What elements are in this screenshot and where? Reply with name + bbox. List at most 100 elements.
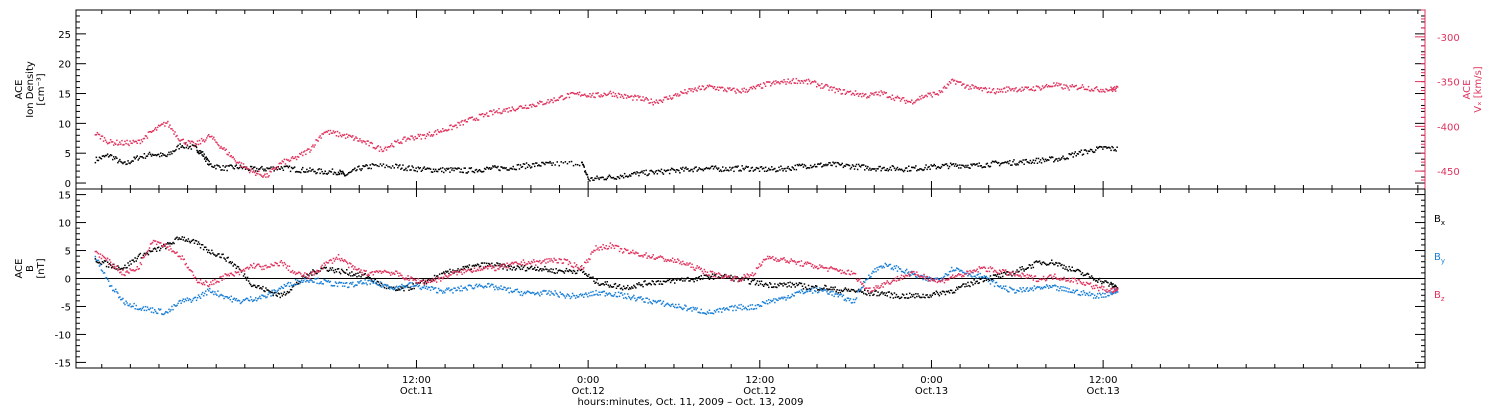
bx-point (331, 269, 333, 271)
vx-point (696, 90, 698, 92)
by-point (877, 269, 879, 271)
vx-point (1064, 88, 1066, 90)
bz-point (401, 275, 403, 277)
density-point (1036, 158, 1038, 160)
b-field-axis-tick-label: -15 (55, 358, 71, 369)
bz-point (408, 280, 410, 282)
by-point (134, 308, 136, 310)
bz-point (262, 266, 264, 268)
bz-point (398, 275, 400, 277)
density-axis-label-line: ACE (14, 80, 25, 100)
bx-point (996, 276, 998, 278)
bz-point (699, 266, 701, 268)
by-point (98, 260, 100, 262)
by-point (346, 282, 348, 284)
density-point (1072, 152, 1074, 154)
by-point (1074, 292, 1076, 294)
by-point (825, 289, 827, 291)
vx-point (973, 87, 975, 89)
density-point (835, 166, 837, 168)
bz-point (249, 267, 251, 269)
bx-point (791, 286, 793, 288)
vx-point (1093, 90, 1095, 92)
density-point (98, 160, 100, 162)
by-point (848, 298, 850, 300)
vx-point (938, 94, 940, 96)
bz-point (188, 267, 190, 269)
bz-point (352, 265, 354, 267)
bz-point (490, 265, 492, 267)
density-point (207, 158, 209, 160)
bx-point (866, 294, 868, 296)
by-point (1100, 294, 1102, 296)
bx-point (502, 268, 504, 270)
density-point (402, 164, 404, 166)
bx-point (443, 271, 445, 273)
density-point (698, 169, 700, 171)
bx-point (700, 279, 702, 281)
density-point (771, 166, 773, 168)
density-point (935, 165, 937, 167)
by-point (867, 278, 869, 280)
bx-point (798, 284, 800, 286)
bz-point (422, 280, 424, 282)
b-field-axis-label-line: [nT] (36, 258, 47, 278)
bz-point (321, 265, 323, 267)
by-point (805, 292, 807, 294)
density-point (397, 167, 399, 169)
vx-point (677, 93, 679, 95)
density-point (434, 171, 436, 173)
vx-point (589, 93, 591, 95)
density-point (1095, 149, 1097, 151)
vx-point (646, 98, 648, 100)
vx-point (376, 147, 378, 149)
density-point (670, 169, 672, 171)
bz-point (498, 268, 500, 270)
bz-point (673, 261, 675, 263)
density-point (926, 169, 928, 171)
vx-point (552, 102, 554, 104)
density-point (390, 167, 392, 169)
density-series (95, 142, 1118, 181)
vx-point (118, 144, 120, 146)
bx-point (621, 287, 623, 289)
bz-point (451, 271, 453, 273)
bz-point (665, 259, 667, 261)
bz-point (550, 258, 552, 260)
vx-point (475, 120, 477, 122)
vx-point (672, 97, 674, 99)
vx-point (368, 145, 370, 147)
density-point (485, 169, 487, 171)
vx-point (1070, 86, 1072, 88)
bz-point (156, 244, 158, 246)
bx-point (626, 287, 628, 289)
density-point (575, 164, 577, 166)
by-point (199, 296, 201, 298)
density-point (610, 176, 612, 178)
vx-point (641, 100, 643, 102)
density-point (263, 170, 265, 172)
bx-point (386, 288, 388, 290)
vx-point (425, 138, 427, 140)
by-point (424, 285, 426, 287)
density-point (687, 168, 689, 170)
density-point (1110, 150, 1112, 152)
bx-point (760, 283, 762, 285)
bx-point (1081, 274, 1083, 276)
bz-point (258, 264, 260, 266)
density-point (849, 165, 851, 167)
bz-point (507, 267, 509, 269)
bx-point (516, 268, 518, 270)
vx-point (140, 143, 142, 145)
density-point (554, 164, 556, 166)
density-point (669, 173, 671, 175)
by-point (948, 274, 950, 276)
vx-point (426, 136, 428, 138)
bz-point (124, 275, 126, 277)
vx-point (949, 81, 951, 83)
density-point (737, 165, 739, 167)
bx-point (335, 269, 337, 271)
by-point (794, 295, 796, 297)
by-point (569, 295, 571, 297)
by-point (250, 296, 252, 298)
